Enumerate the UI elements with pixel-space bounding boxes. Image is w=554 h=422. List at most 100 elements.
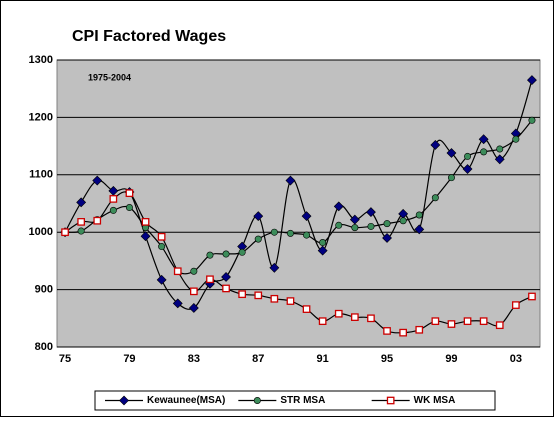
marker: [286, 229, 294, 237]
marker: [238, 290, 246, 299]
marker: [479, 317, 488, 326]
annotation: 1975-2004: [88, 72, 131, 82]
legend-label: STR MSA: [280, 395, 325, 406]
marker: [415, 325, 424, 334]
marker: [464, 152, 472, 160]
y-tick-label: 1100: [29, 169, 53, 181]
marker: [447, 320, 456, 328]
marker: [189, 287, 198, 296]
marker: [173, 267, 182, 276]
marker: [351, 224, 359, 232]
marker: [528, 116, 536, 124]
marker: [319, 239, 327, 247]
marker: [383, 327, 391, 335]
marker: [431, 194, 439, 202]
marker: [446, 148, 457, 158]
marker: [140, 231, 151, 242]
marker: [109, 206, 117, 214]
marker: [317, 245, 328, 256]
marker: [415, 211, 423, 219]
marker: [495, 321, 504, 330]
marker: [527, 75, 537, 86]
marker: [480, 148, 488, 156]
marker: [77, 227, 85, 235]
marker: [301, 211, 312, 222]
marker: [238, 248, 246, 256]
marker: [349, 214, 360, 225]
y-tick-label: 900: [35, 284, 53, 296]
marker: [303, 231, 311, 239]
marker: [399, 328, 408, 337]
plot-area: [56, 59, 541, 348]
legend-marker: [386, 396, 395, 405]
marker: [93, 216, 102, 225]
y-tick-label: 1300: [29, 54, 53, 66]
marker: [367, 314, 375, 323]
marker: [478, 134, 489, 145]
x-tick-label: 95: [381, 353, 393, 365]
legend-marker: [253, 396, 261, 404]
marker: [254, 235, 262, 243]
marker: [253, 211, 264, 222]
marker: [367, 222, 375, 230]
x-tick-label: 87: [252, 353, 264, 365]
marker: [430, 140, 441, 150]
marker: [221, 272, 231, 282]
marker: [157, 232, 166, 241]
marker: [414, 224, 425, 235]
marker: [76, 197, 87, 208]
x-tick-label: 83: [188, 353, 200, 365]
marker: [125, 189, 134, 198]
marker: [463, 317, 472, 326]
marker: [172, 298, 183, 309]
marker: [431, 317, 440, 326]
marker: [270, 228, 278, 236]
marker: [285, 175, 296, 186]
marker: [92, 175, 103, 186]
marker: [512, 301, 520, 309]
marker: [269, 262, 280, 273]
marker: [334, 309, 343, 318]
marker: [333, 201, 344, 212]
legend: [94, 390, 496, 411]
marker: [318, 317, 327, 326]
marker: [462, 164, 473, 174]
marker: [528, 292, 536, 301]
marker: [335, 221, 343, 229]
marker: [383, 220, 391, 228]
marker: [222, 250, 230, 258]
marker: [399, 217, 407, 225]
marker: [206, 251, 214, 259]
marker: [190, 267, 198, 275]
marker: [206, 275, 214, 284]
marker: [496, 145, 504, 153]
marker: [254, 291, 263, 300]
marker: [125, 204, 133, 212]
marker: [61, 228, 69, 237]
marker: [286, 297, 295, 305]
x-tick-label: 03: [510, 353, 522, 365]
marker: [222, 284, 230, 293]
marker: [188, 303, 199, 313]
marker: [494, 154, 505, 165]
marker: [512, 135, 520, 143]
x-tick-label: 91: [317, 353, 329, 365]
legend-label: Kewaunee(MSA): [147, 395, 225, 406]
x-tick-label: 99: [445, 353, 457, 365]
marker: [109, 195, 118, 203]
marker: [141, 218, 150, 226]
marker: [366, 207, 376, 218]
marker: [77, 218, 85, 226]
chart-title: CPI Factored Wages: [72, 28, 226, 45]
marker: [158, 243, 166, 251]
marker: [350, 313, 359, 322]
marker: [270, 294, 279, 303]
marker: [447, 174, 455, 182]
x-tick-label: 75: [59, 353, 71, 365]
x-tick-label: 79: [123, 353, 135, 365]
legend-label: WK MSA: [414, 395, 456, 406]
marker: [382, 233, 392, 243]
marker: [156, 274, 167, 285]
marker: [302, 305, 311, 313]
